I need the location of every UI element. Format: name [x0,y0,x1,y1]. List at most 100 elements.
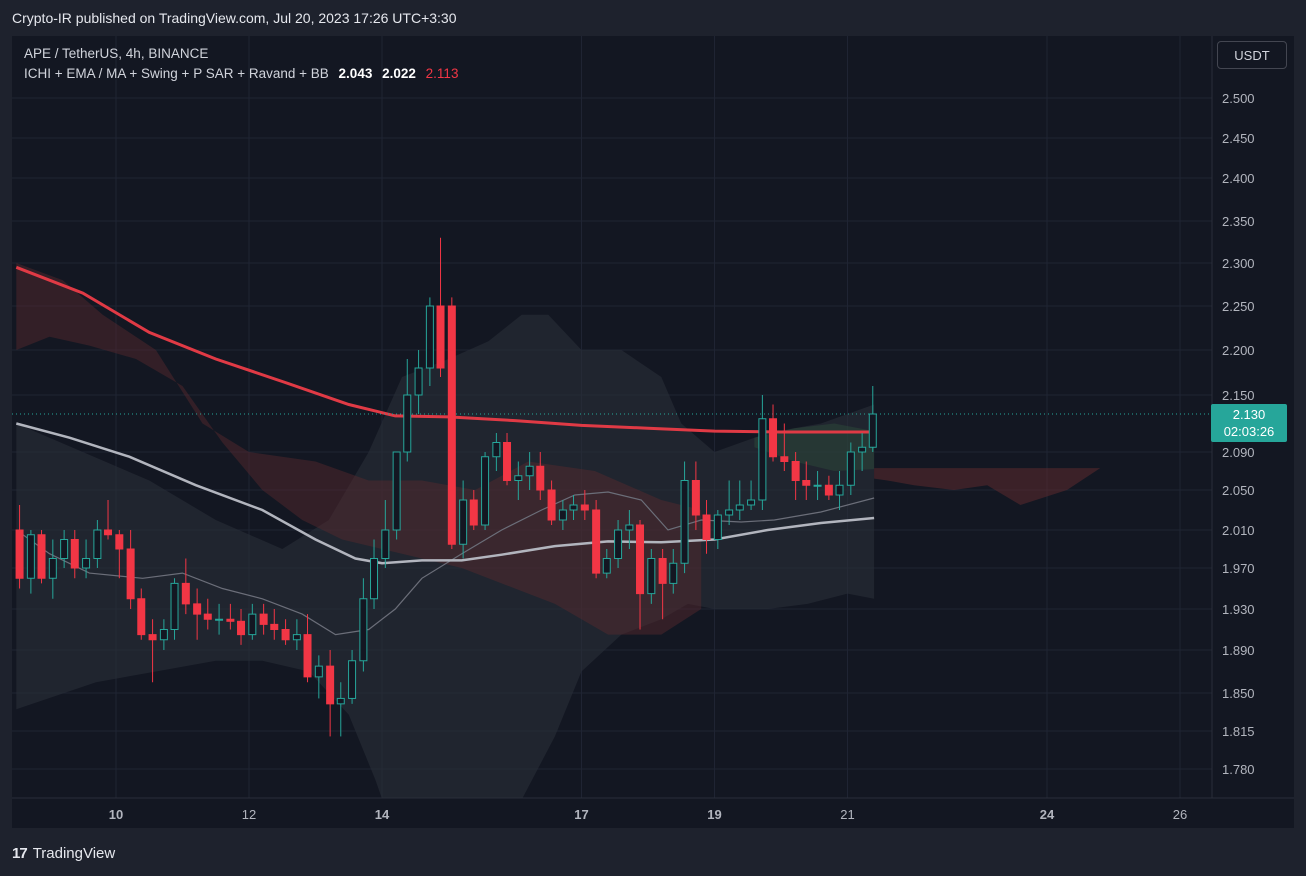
candle-body [492,442,501,458]
tradingview-logo[interactable]: 17 TradingView [12,845,115,862]
candle-body [104,529,113,536]
price-chart[interactable]: 2.500 2.450 2.400 2.350 2.300 2.250 2.200 2.150… [12,36,1294,828]
candle-body [858,446,867,453]
candle-body [359,598,368,662]
candle-body [370,558,379,600]
candle-body [70,539,79,569]
y-tick-label: 2.300 [1222,256,1255,271]
candle-body [592,509,601,574]
currency-button[interactable]: USDT [1217,41,1287,69]
candle-body [237,620,246,636]
candle-body [26,534,35,579]
candle-body [580,504,589,511]
candle-body [170,582,179,630]
candle-countdown: 02:03:26 [1223,424,1275,439]
candle-body [215,618,224,621]
y-tick-label: 2.350 [1222,214,1255,229]
candle-body [802,480,811,486]
x-tick-label: 17 [574,807,588,822]
y-tick-label: 1.930 [1222,602,1255,617]
candle-body [292,634,301,641]
indicator-value-b: 2.022 [382,66,416,81]
candle-body [558,509,567,521]
y-tick-label: 1.780 [1222,762,1255,777]
candle-body [813,484,822,487]
candle-body [248,613,257,636]
y-tick-label: 2.400 [1222,171,1255,186]
candle-body [824,484,833,496]
candle-body [314,665,323,678]
candle-body [159,629,168,641]
candle-body [747,499,756,506]
time-axis [12,798,1294,828]
candle-body [82,558,91,569]
candle-body [680,480,689,564]
footer [0,836,1306,876]
candle-body [602,558,611,574]
candle-body [846,451,855,486]
candle-body [336,697,345,705]
ma-line [15,422,875,565]
y-tick-label: 1.970 [1222,561,1255,576]
current-price-tag: 2.130 02:03:26 [1211,404,1287,442]
y-tick-label: 1.850 [1222,686,1255,701]
candle-body [725,509,734,516]
candle-body [868,413,877,448]
top-bar: Crypto-IR published on TradingView.com, … [0,0,1306,36]
x-tick-label: 24 [1040,807,1055,822]
candle-body [525,465,534,477]
candle-body [547,489,556,521]
candle-body [93,529,102,559]
candle-body [392,451,401,531]
candle-body [137,598,146,636]
candle-body [48,558,57,579]
candle-body [758,418,767,501]
tradingview-brand: TradingView [32,845,116,862]
symbol-line[interactable]: APE / TetherUS, 4h, BINANCE [24,46,209,61]
candle-body [15,529,24,579]
candle-body [203,613,212,620]
candle-body [647,558,656,595]
candle-body [126,548,135,600]
candle-body [835,484,844,496]
candle-body [381,529,390,559]
x-tick-label: 21 [840,807,854,822]
candle-body [60,539,69,559]
candle-body [780,456,789,462]
ichimoku-cloud-bearish [16,263,702,635]
bollinger-band-fill [16,314,875,828]
candle-body [281,629,290,641]
indicator-value-a: 2.043 [338,66,373,81]
indicator-value-c: 2.113 [425,66,459,81]
candle-body [270,623,279,630]
x-tick-label: 14 [375,807,390,822]
candle-body [569,504,578,511]
candle-body [37,534,46,579]
x-tick-label: 19 [707,807,721,822]
x-tick-label: 12 [242,807,256,822]
y-tick-label: 2.010 [1222,523,1255,538]
candle-body [481,456,490,526]
candle-body [193,603,202,615]
candle-body [326,665,335,705]
candle-body [636,524,645,595]
candle-body [181,582,190,605]
candle-body [348,660,357,699]
current-price-value: 2.130 [1232,407,1266,422]
x-tick-label: 26 [1173,807,1187,822]
candle-body [303,634,312,678]
ema-line [15,265,875,434]
y-tick-label: 1.815 [1222,724,1255,739]
candle-body [625,524,634,531]
candle-body [436,305,445,369]
y-tick-label: 2.450 [1222,131,1255,146]
y-tick-label: 2.150 [1222,388,1255,403]
candle-body [691,480,700,516]
indicator-label: ICHI + EMA / MA + Swing + P SAR + Ravand… [24,66,329,81]
candle-body [791,461,800,481]
candle-body [403,394,412,453]
chart-area[interactable]: 2.500 2.450 2.400 2.350 2.300 2.250 2.200 2.150… [12,36,1294,828]
y-tick-label: 2.250 [1222,299,1255,314]
candle-body [536,465,545,491]
indicator-line[interactable]: ICHI + EMA / MA + Swing + P SAR + Ravand… [24,64,458,84]
